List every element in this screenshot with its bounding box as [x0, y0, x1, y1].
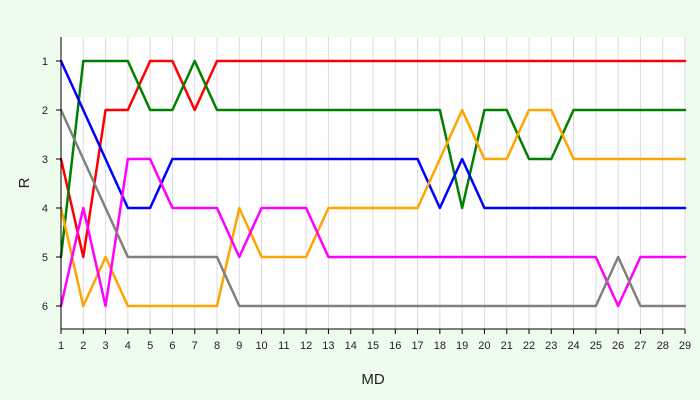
x-tick-label: 10	[255, 340, 267, 352]
x-tick-label: 4	[125, 340, 131, 352]
x-tick-label: 6	[169, 340, 175, 352]
x-tick-label: 5	[147, 340, 153, 352]
x-tick-label: 17	[411, 340, 423, 352]
x-tick-label: 22	[523, 340, 535, 352]
y-tick-label: 5	[42, 252, 48, 264]
series-line-5	[59, 157, 687, 308]
y-tick-label: 6	[42, 301, 48, 313]
x-tick-label: 8	[214, 340, 220, 352]
x-tick-label: 24	[567, 340, 579, 352]
x-tick-label: 19	[456, 340, 468, 352]
x-tick-label: 1	[58, 340, 64, 352]
x-tick-label: 23	[545, 340, 557, 352]
x-tick-label: 9	[236, 340, 242, 352]
series-line-6	[59, 108, 687, 308]
y-tick-label: 1	[42, 56, 48, 68]
x-tick-label: 18	[434, 340, 446, 352]
x-tick-label: 28	[657, 340, 669, 352]
x-tick-label: 11	[278, 340, 289, 352]
x-tick-label: 13	[322, 340, 334, 352]
y-tick-label: 2	[42, 105, 48, 117]
x-tick-label: 16	[389, 340, 401, 352]
x-tick-label: 12	[300, 340, 312, 352]
x-tick-label: 21	[501, 340, 513, 352]
x-tick-label: 15	[367, 340, 379, 352]
x-tick-label: 2	[80, 340, 86, 352]
x-tick-label: 26	[612, 340, 624, 352]
vertical-grid	[60, 37, 686, 329]
series-line-4	[59, 108, 687, 308]
x-tick-label: 3	[103, 340, 109, 352]
x-tick-label: 27	[634, 340, 646, 352]
x-axis-title: MD	[361, 371, 384, 388]
x-tick-label: 14	[345, 340, 357, 352]
y-axis-title: R	[16, 177, 33, 188]
series-line-3	[59, 59, 687, 210]
y-tick-label: 4	[42, 203, 48, 215]
series-line-2	[59, 59, 687, 259]
y-tick-label: 3	[42, 154, 48, 166]
x-tick-label: 7	[192, 340, 198, 352]
x-tick-label: 20	[478, 340, 490, 352]
series-lines	[59, 59, 687, 308]
axes: 1 2 3 4 5 6 7 8 9 10 11 12 13 14 15 16 17 18 19 20 21 22 23 24 2…	[42, 37, 691, 352]
x-tick-label: 25	[590, 340, 602, 352]
series-line-1	[59, 59, 687, 259]
x-tick-label: 29	[679, 340, 691, 352]
